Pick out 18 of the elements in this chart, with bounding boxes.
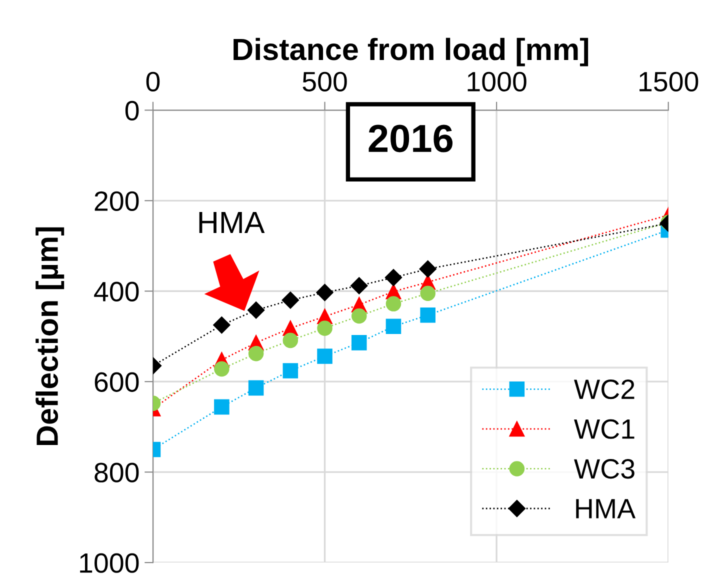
y-tick-label: 200: [94, 191, 139, 211]
legend-label: WC3: [574, 459, 634, 479]
y-tick-label: 1000: [80, 553, 139, 573]
legend-label: WC1: [574, 419, 634, 439]
y-axis-title: Deflection [µm]: [36, 227, 64, 445]
legend-label: WC2: [574, 379, 634, 400]
annotation: HMA: [199, 212, 265, 233]
y-tick-label: 800: [94, 462, 139, 482]
x-axis-title: Distance from load [mm]: [234, 38, 588, 66]
legend-label: HMA: [576, 499, 636, 518]
y-tick-label: 600: [94, 372, 139, 392]
x-tick-label: 1000: [468, 72, 526, 92]
y-tick-label: 0: [125, 100, 139, 121]
x-tick-label: 1500: [640, 72, 698, 92]
y-tick-label: 400: [94, 282, 139, 302]
annotation: 2016: [368, 124, 453, 152]
x-tick-label: 0: [146, 72, 160, 92]
x-tick-label: 500: [302, 72, 347, 92]
